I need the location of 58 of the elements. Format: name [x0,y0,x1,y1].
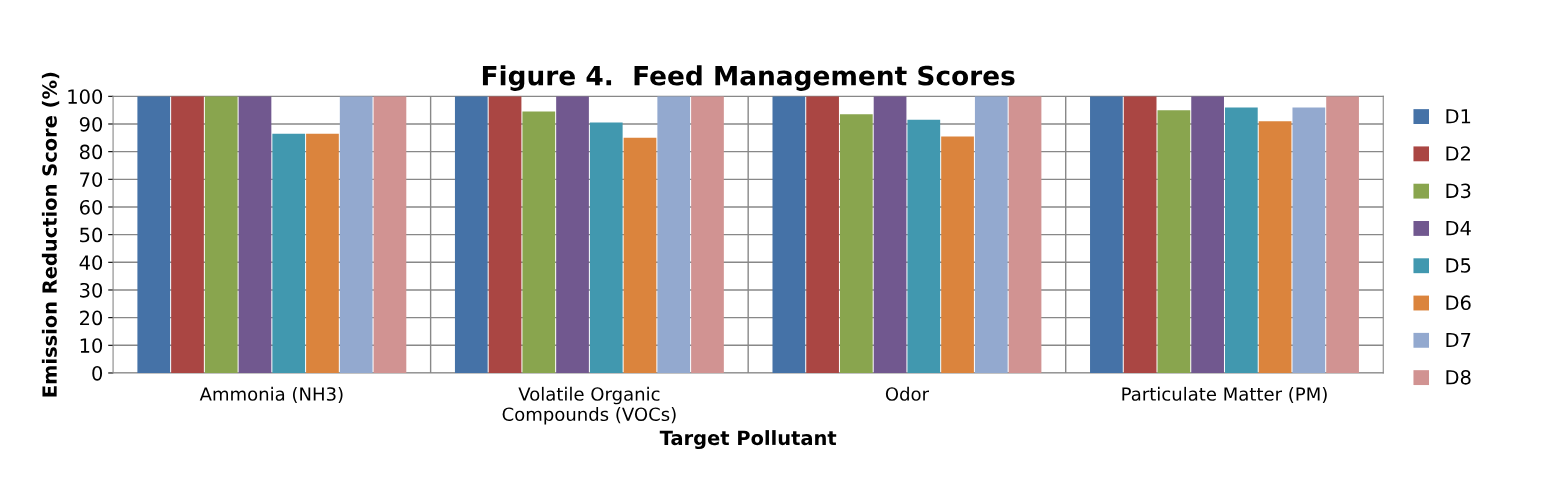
y-axis-title: Emission Reduction Score (%) [41,72,60,397]
bar [1191,96,1224,373]
bar [941,136,974,373]
y-tick-label: 20 [80,310,103,326]
bar [556,96,589,373]
x-tick-label: Odor [885,386,930,401]
legend-label: D1 [1446,109,1471,124]
legend-label: D4 [1446,221,1471,236]
bar [1292,107,1326,373]
bar [1008,96,1042,373]
bar [373,96,407,373]
bar [1157,110,1191,373]
bar [272,133,306,373]
bar [1090,96,1123,373]
x-tick-label: Particulate Matter (PM) [1122,386,1327,403]
bar [171,96,204,373]
bar [1224,107,1258,373]
bar [339,96,373,373]
bar [306,133,339,373]
y-tick-label: 100 [68,89,103,104]
y-tick-label: 90 [79,116,103,132]
y-tick-label: 10 [80,338,103,353]
legend-label: D5 [1446,258,1471,273]
y-tick-label: 80 [79,144,103,160]
y-tick-label: 50 [80,227,103,243]
legend-label: D8 [1446,369,1471,385]
bar [1123,96,1157,373]
y-tick-label: 60 [79,199,103,215]
bar [657,96,691,373]
x-tick-label: Volatile Organic Compounds (VOCs) [502,386,676,425]
bar [204,96,238,373]
bar [522,111,556,373]
bar [1326,96,1359,373]
x-axis-title: Target Pollutant [659,430,837,450]
x-tick-label: Ammonia (NH3) [199,386,343,403]
y-tick-label: 30 [80,282,103,298]
bar [907,119,941,373]
bar [137,96,171,373]
bar [974,96,1008,373]
bar [623,137,657,373]
bar [873,96,907,373]
y-tick-label: 70 [80,172,103,187]
legend-label: D3 [1446,183,1471,199]
chart-title: Figure 4. Feed Management Scores [482,65,1015,91]
y-tick-label: 0 [92,365,103,381]
bar [839,114,873,373]
legend-label: D6 [1446,295,1471,311]
legend-label: D2 [1446,146,1470,161]
bar [772,96,806,373]
bar [454,96,488,373]
legend-label: D7 [1446,332,1471,348]
y-tick-label: 40 [79,255,103,270]
bar [806,96,839,373]
bar [589,122,623,373]
bar [488,96,522,373]
bar [238,96,272,373]
bar [1258,121,1292,373]
bar [691,96,724,373]
